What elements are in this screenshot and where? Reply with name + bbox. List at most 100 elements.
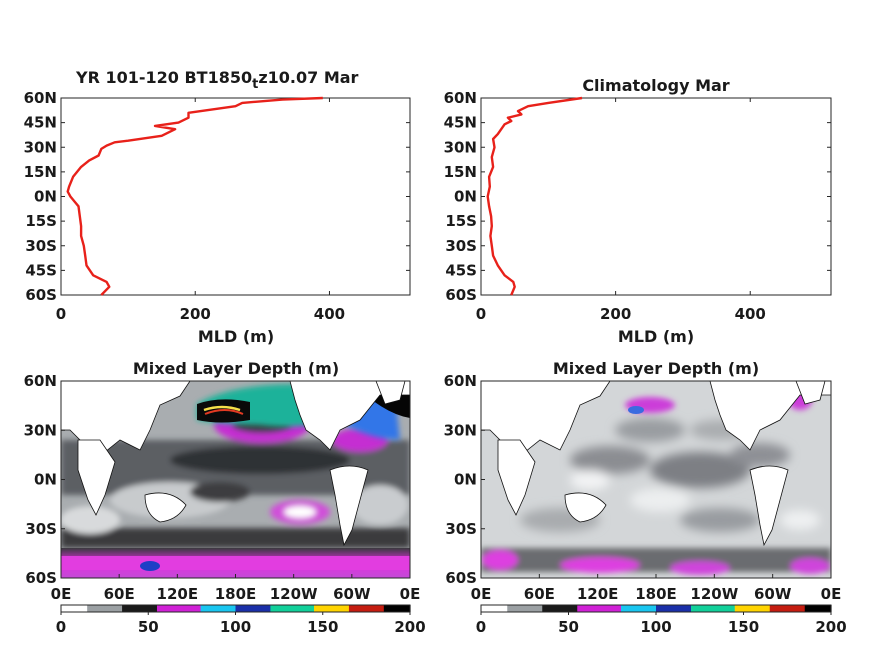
- colorbar-swatch: [218, 605, 228, 612]
- panel1-frame: [60, 97, 411, 296]
- ytick-label: 60S: [445, 286, 477, 304]
- panel1-xlabel: MLD (m): [198, 327, 274, 346]
- colorbar: 0 50 100 150 200: [476, 604, 847, 636]
- colorbar-swatch: [375, 605, 385, 612]
- colorbar-swatch: [542, 605, 552, 612]
- ytick-label: 0N: [454, 188, 477, 206]
- colorbar-swatch: [629, 605, 640, 612]
- colorbar-swatch: [287, 605, 298, 612]
- map-xtick-label: 180E: [635, 585, 677, 603]
- panel1-title: YR 101-120 BT1850tz10.07 Mar: [75, 68, 359, 92]
- colorbar-swatch: [156, 605, 167, 612]
- ytick-label: 60N: [24, 89, 57, 107]
- map-xtick-label: 180E: [215, 585, 257, 603]
- map-panel-model: Mixed Layer Depth (m): [24, 359, 426, 636]
- panel2-xlabel: MLD (m): [618, 327, 694, 346]
- ytick-label: 45S: [25, 261, 57, 279]
- series-line-climatology: [486, 96, 583, 296]
- xtick-label: 400: [735, 305, 766, 323]
- ytick-label: 15S: [25, 212, 57, 230]
- colorbar-swatch: [348, 605, 359, 612]
- colorbar-swatch: [183, 605, 193, 612]
- colorbar-swatch: [209, 605, 219, 612]
- colorbar-tick-label: 200: [394, 618, 425, 636]
- colorbar-swatch: [481, 605, 491, 612]
- map-xtick-label: 60E: [104, 585, 135, 603]
- colorbar-swatch: [638, 605, 648, 612]
- ytick-label: 45S: [445, 261, 477, 279]
- colorbar-swatch: [78, 605, 88, 612]
- colorbar-swatch: [699, 605, 710, 612]
- colorbar-swatch: [586, 605, 596, 612]
- colorbar-tick-label: 0: [476, 618, 486, 636]
- xtick-label: 0: [476, 305, 486, 323]
- colorbar-swatch: [621, 605, 631, 612]
- colorbar-swatch: [647, 605, 657, 612]
- colorbar-swatch: [340, 605, 350, 612]
- map-xtick-label: 0E: [51, 585, 72, 603]
- colorbar-tick-label: 50: [558, 618, 579, 636]
- colorbar-tick-label: 50: [138, 618, 159, 636]
- ytick-label: 0N: [34, 188, 57, 206]
- colorbar-swatch: [235, 605, 245, 612]
- ytick-label: 60N: [444, 89, 477, 107]
- colorbar-swatch: [191, 605, 202, 612]
- colorbar-swatch: [796, 605, 806, 612]
- colorbar-tick-label: 150: [307, 618, 338, 636]
- colorbar-swatch: [804, 605, 815, 612]
- ytick-label: 30S: [25, 237, 57, 255]
- ytick-label: 15N: [444, 163, 477, 181]
- colorbar-swatch: [577, 605, 587, 612]
- map-ytick-label: 60S: [445, 569, 477, 587]
- profile-panel-model: YR 101-120 BT1850tz10.07 Mar 60N 45N 30N 15…: [24, 68, 411, 346]
- colorbar-swatch: [664, 605, 675, 612]
- colorbar: 0 50 100 150 200: [56, 604, 426, 636]
- map-ytick-label: 30N: [444, 421, 477, 439]
- profile-panel-climatology: Climatology Mar 60N 45N 30N 15N 0N 15S 30S 45S 6…: [444, 76, 832, 346]
- map-ytick-label: 30N: [24, 421, 57, 439]
- colorbar-swatch: [331, 605, 341, 612]
- colorbar-swatch: [383, 605, 394, 612]
- colorbar-swatch: [270, 605, 280, 612]
- colorbar-swatch: [244, 605, 254, 612]
- colorbar-swatch: [743, 605, 753, 612]
- colorbar-swatch: [612, 605, 622, 612]
- map-xtick-label: 120W: [270, 585, 318, 603]
- colorbar-swatch: [559, 605, 570, 612]
- colorbar-swatch: [533, 605, 543, 612]
- colorbar-swatch: [200, 605, 210, 612]
- map-ytick-label: 60N: [444, 372, 477, 390]
- ytick-label: 45N: [24, 114, 57, 132]
- xtick-label: 200: [600, 305, 631, 323]
- map-xtick-label: 120E: [577, 585, 619, 603]
- colorbar-swatch: [708, 605, 718, 612]
- colorbar-swatch: [165, 605, 176, 612]
- colorbar-swatch: [252, 605, 263, 612]
- panel2-title: Climatology Mar: [582, 76, 729, 95]
- ytick-label: 30N: [444, 138, 477, 156]
- colorbar-swatch: [822, 605, 832, 612]
- colorbar-swatch: [61, 605, 71, 612]
- colorbar-swatch: [366, 605, 376, 612]
- colorbar-swatch: [691, 605, 701, 612]
- map-ytick-label: 30S: [445, 520, 477, 538]
- colorbar-tick-label: 200: [815, 618, 846, 636]
- map-xtick-label: 120E: [157, 585, 199, 603]
- colorbar-swatch: [226, 605, 237, 612]
- ytick-label: 30N: [24, 138, 57, 156]
- colorbar-tick-label: 100: [220, 618, 251, 636]
- map-xtick-label: 60W: [333, 585, 371, 603]
- map-ytick-label: 60N: [24, 372, 57, 390]
- colorbar-swatch: [305, 605, 315, 612]
- map-ytick-label: 0N: [454, 471, 477, 489]
- colorbar-swatch: [498, 605, 508, 612]
- colorbar-tick-label: 0: [56, 618, 66, 636]
- map-xtick-label: 0E: [821, 585, 842, 603]
- colorbar-swatch: [717, 605, 727, 612]
- colorbar-swatch: [69, 605, 80, 612]
- colorbar-swatch: [130, 605, 141, 612]
- xtick-label: 200: [180, 305, 211, 323]
- map-xtick-label: 0E: [400, 585, 421, 603]
- series-line-model: [66, 96, 323, 296]
- colorbar-swatch: [357, 605, 367, 612]
